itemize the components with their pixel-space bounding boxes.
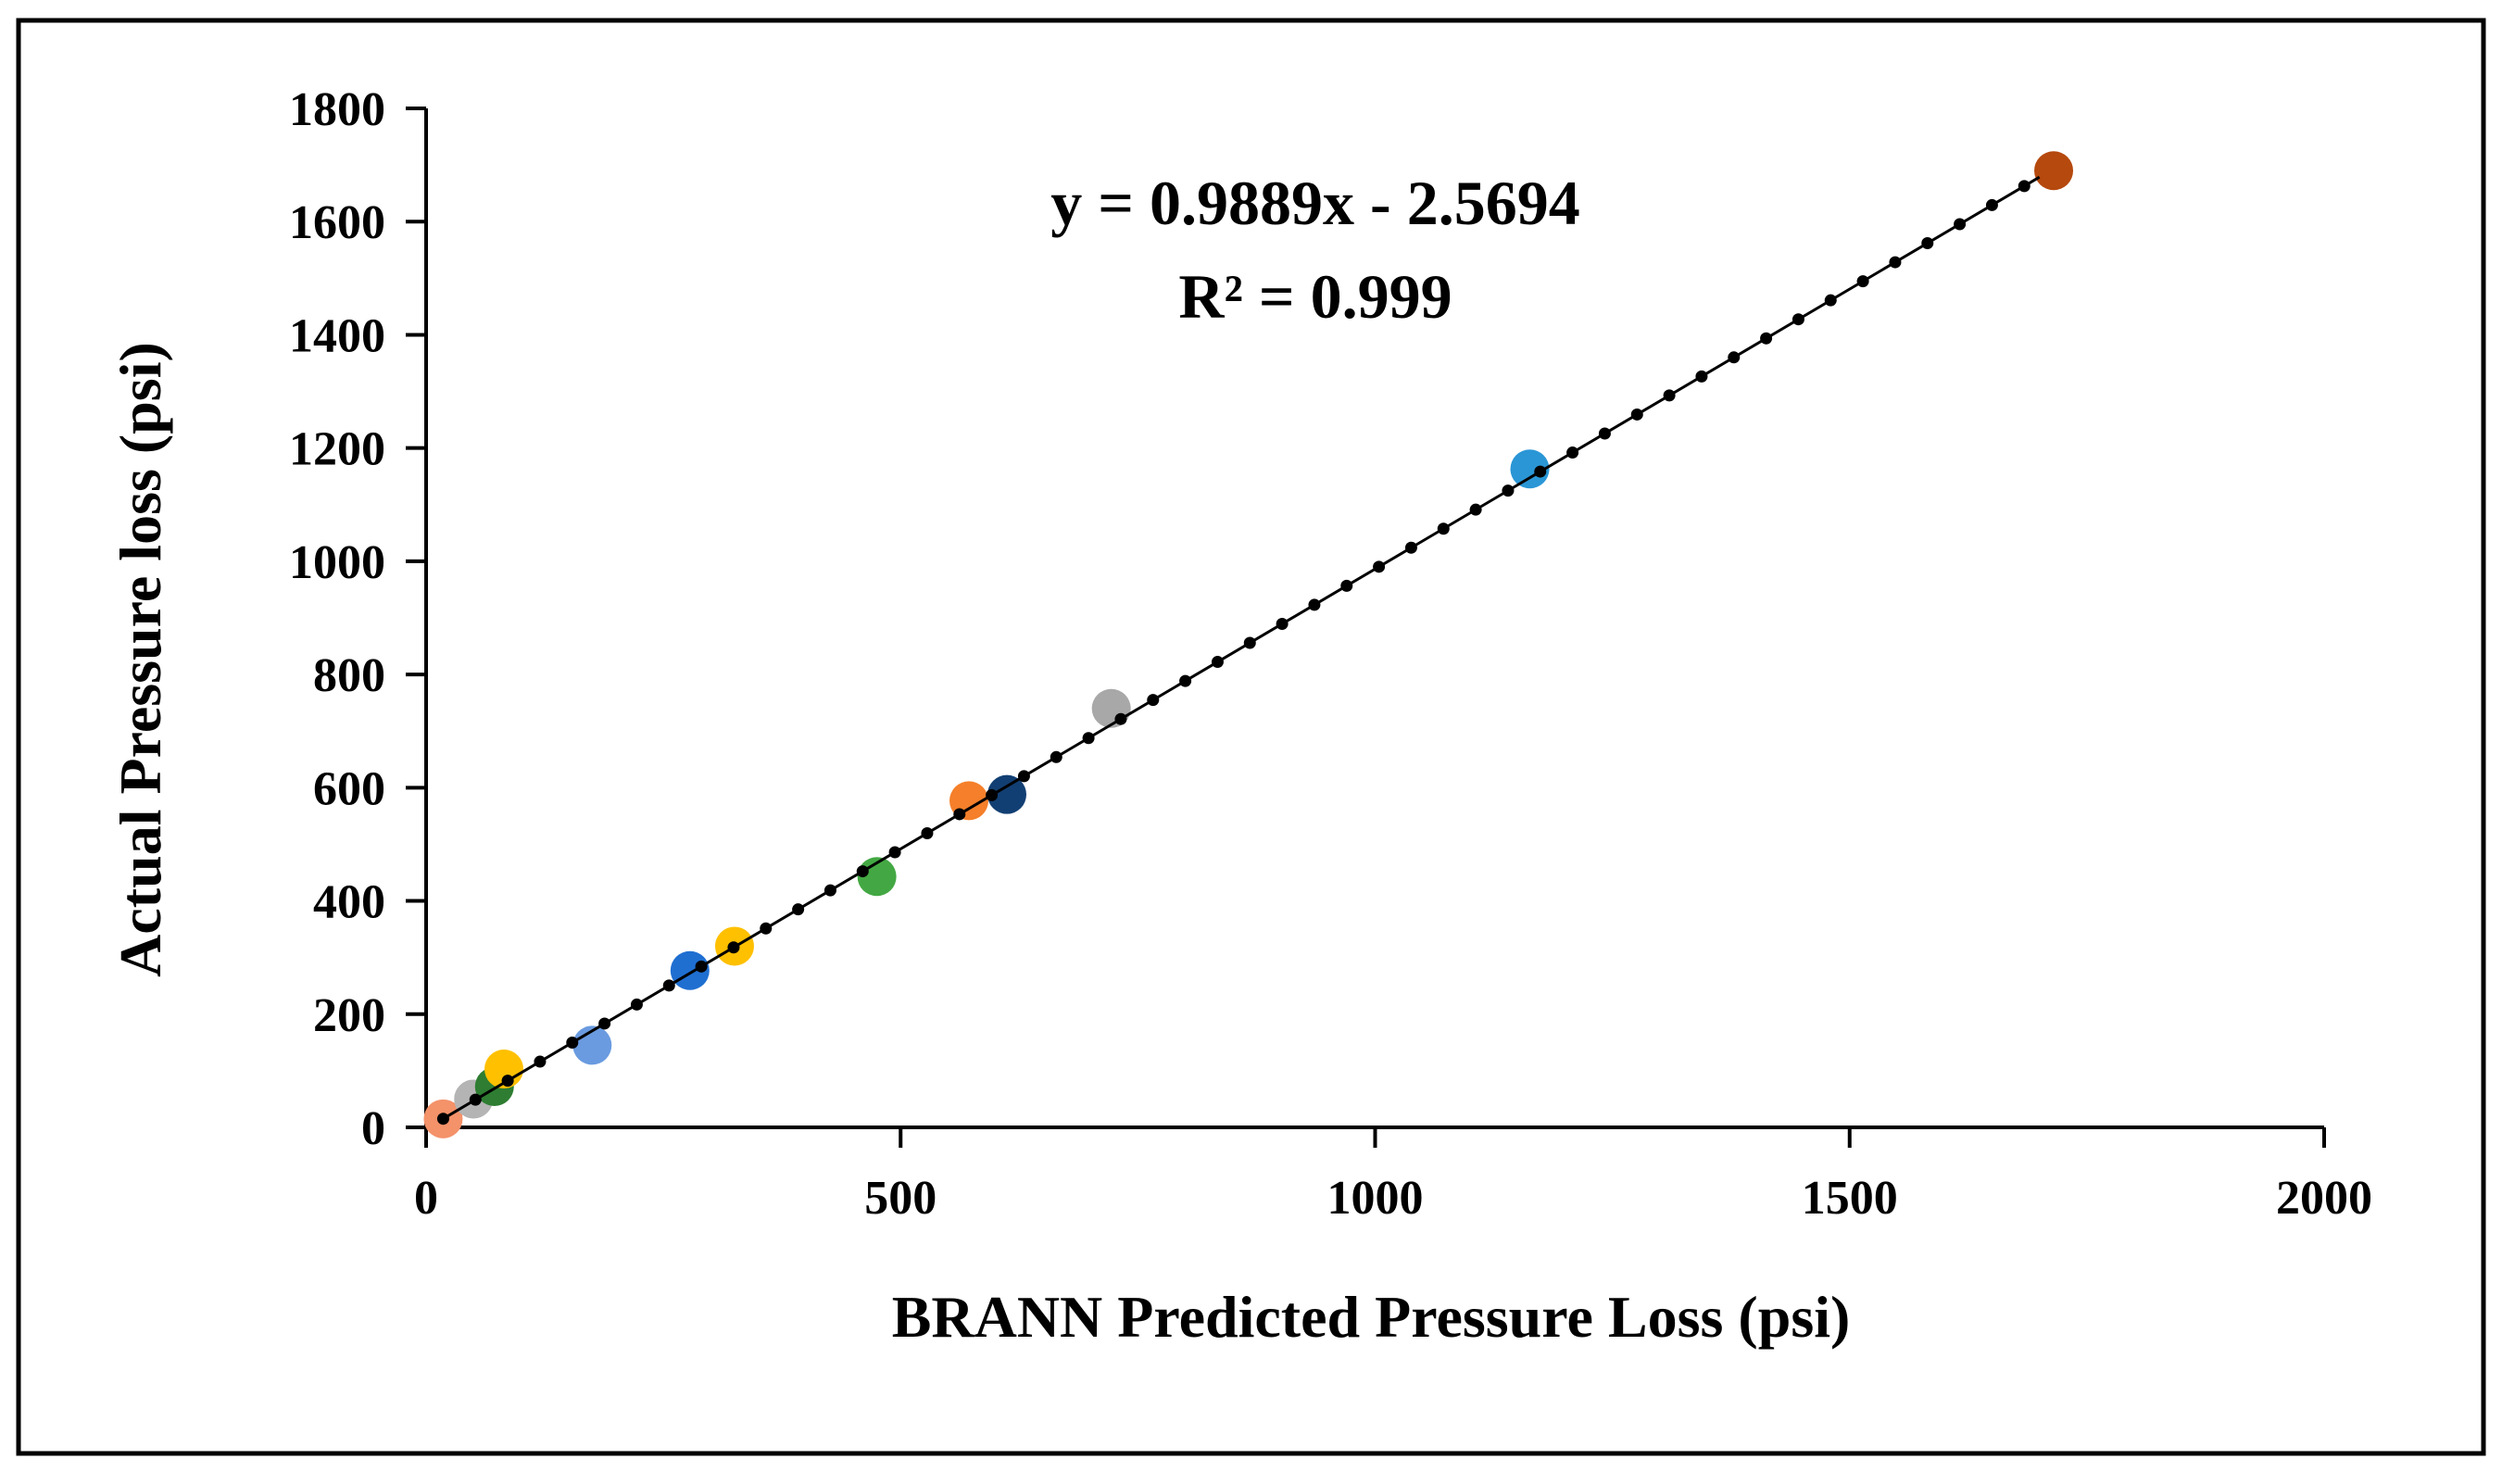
trendline-marker xyxy=(1469,503,1482,516)
trendline-marker xyxy=(1017,770,1030,783)
trendline-marker xyxy=(1502,484,1515,497)
trendline-marker xyxy=(1437,522,1450,535)
trendline-marker xyxy=(1114,712,1127,725)
trendline-marker xyxy=(1856,275,1869,288)
trendline-marker xyxy=(1050,750,1062,763)
y-axis-tick-labels: 0 200 400 600 800 1000 1200 1400 1600 1800 xyxy=(289,83,385,1155)
trendline-marker xyxy=(469,1093,482,1106)
trendline-marker xyxy=(695,960,708,973)
trendline-path xyxy=(442,175,2041,1120)
trendline-marker xyxy=(1954,218,1967,231)
x-axis-tick-labels: 0 500 1000 1500 2000 xyxy=(414,1172,2372,1225)
trendline-marker xyxy=(986,788,999,801)
trendline-marker xyxy=(1630,408,1643,421)
trendline-marker xyxy=(1695,370,1708,383)
trendline-marker xyxy=(1566,446,1579,459)
data-point xyxy=(1510,449,1550,489)
trendline-marker xyxy=(1308,598,1321,611)
y-tick-label: 0 xyxy=(361,1102,385,1155)
equation-annotation: y = 0.9889x - 2.5694 xyxy=(1050,168,1579,238)
trendline-marker xyxy=(1276,617,1289,630)
x-tick-label: 2000 xyxy=(2276,1172,2372,1225)
x-tick-label: 500 xyxy=(864,1172,937,1225)
trendline-marker xyxy=(792,903,805,916)
trendline-marker xyxy=(1824,294,1837,307)
y-tick-label: 1800 xyxy=(289,83,385,136)
trendline-marker xyxy=(1179,674,1192,687)
trendline-marker xyxy=(534,1055,547,1068)
y-tick-label: 600 xyxy=(313,762,385,815)
trendline-marker xyxy=(1889,256,1902,269)
x-tick-label: 0 xyxy=(414,1172,438,1225)
x-axis-ticks xyxy=(424,1127,2326,1148)
chart-frame xyxy=(16,18,2486,1456)
trendline-marker xyxy=(501,1075,514,1088)
trendline-marker xyxy=(1598,427,1611,440)
x-tick-label: 1000 xyxy=(1327,1172,1424,1225)
trendline-marker xyxy=(566,1037,579,1050)
x-axis-title: BRANN Predicted Pressure Loss (psi) xyxy=(892,1284,1851,1350)
trendline-marker xyxy=(1340,579,1353,592)
data-point xyxy=(987,774,1026,814)
trendline-marker xyxy=(921,826,934,839)
trendline-marker xyxy=(1404,541,1417,554)
trendline-marker xyxy=(436,1113,449,1126)
trendline-marker xyxy=(1373,560,1386,573)
trendline-marker xyxy=(1792,313,1804,326)
x-tick-label: 1500 xyxy=(1802,1172,1898,1225)
trendline-marker xyxy=(888,846,901,859)
data-point xyxy=(857,857,897,897)
trendline-marker xyxy=(1211,656,1224,669)
y-tick-label: 1400 xyxy=(289,309,385,362)
trendline-marker xyxy=(856,865,869,878)
trendline-marker xyxy=(1243,636,1256,649)
y-tick-label: 400 xyxy=(313,876,385,929)
trendline-marker xyxy=(1534,465,1547,478)
y-tick-label: 800 xyxy=(313,649,385,702)
trendline xyxy=(436,175,2041,1126)
y-tick-label: 1000 xyxy=(289,536,385,589)
trendline-marker xyxy=(1760,332,1773,345)
trendline-marker xyxy=(630,998,643,1011)
data-point xyxy=(2034,151,2074,191)
trendline-marker xyxy=(824,884,836,897)
trendline-marker xyxy=(1147,694,1160,707)
r-squared-annotation: R² = 0.999 xyxy=(1178,261,1452,332)
trendline-marker xyxy=(1663,389,1676,402)
trendline-marker xyxy=(1728,351,1741,364)
trendline-marker xyxy=(1082,732,1095,745)
y-tick-label: 1600 xyxy=(289,196,385,249)
trendline-marker xyxy=(2018,180,2031,193)
trendline-marker xyxy=(953,808,966,821)
y-tick-label: 200 xyxy=(313,989,385,1042)
trendline-marker xyxy=(727,941,740,954)
trendline-marker xyxy=(1921,237,1934,250)
y-axis-title: Actual Pressure loss (psi) xyxy=(107,342,173,977)
trendline-marker xyxy=(760,922,773,935)
y-tick-label: 1200 xyxy=(289,423,385,476)
trendline-marker xyxy=(662,979,675,992)
y-axis-ticks xyxy=(406,107,426,1129)
trendline-marker xyxy=(598,1017,611,1030)
trendline-marker xyxy=(1985,198,1998,211)
